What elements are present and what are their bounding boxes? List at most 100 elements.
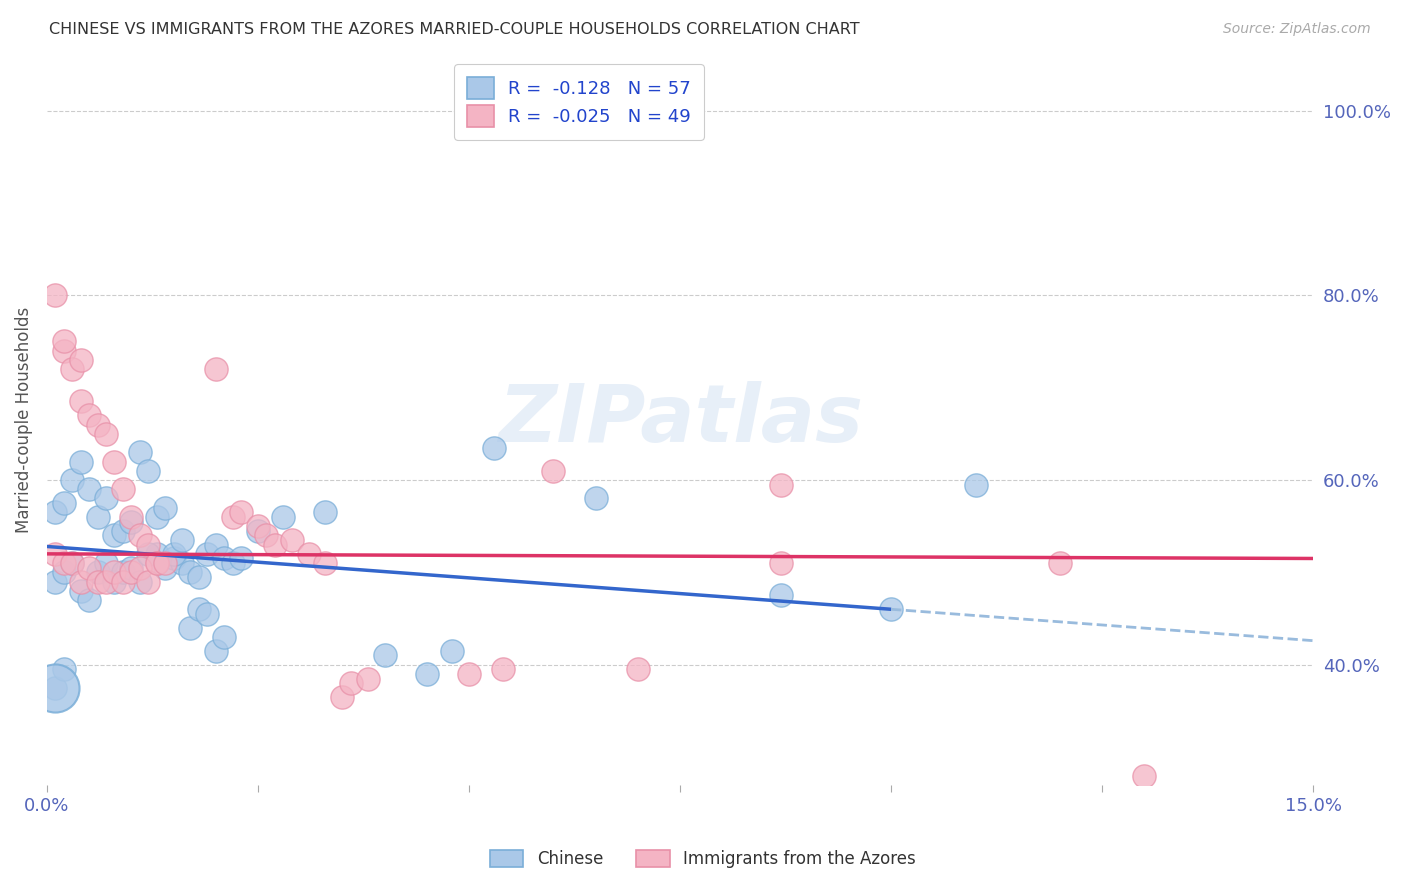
Point xyxy=(1049,556,1071,570)
Point xyxy=(111,482,134,496)
Point xyxy=(103,574,125,589)
Point xyxy=(69,583,91,598)
Point xyxy=(441,644,464,658)
Point xyxy=(44,681,66,695)
Point xyxy=(965,477,987,491)
Point xyxy=(94,491,117,506)
Point xyxy=(770,477,793,491)
Point xyxy=(221,556,243,570)
Point xyxy=(69,454,91,468)
Point xyxy=(52,556,75,570)
Point xyxy=(111,566,134,580)
Point xyxy=(374,648,396,663)
Point xyxy=(246,524,269,538)
Point xyxy=(128,574,150,589)
Point xyxy=(103,528,125,542)
Point xyxy=(195,547,218,561)
Point xyxy=(111,574,134,589)
Point xyxy=(44,505,66,519)
Point xyxy=(86,417,108,432)
Point xyxy=(60,556,83,570)
Point xyxy=(543,464,565,478)
Point xyxy=(416,667,439,681)
Point xyxy=(770,556,793,570)
Point xyxy=(254,528,277,542)
Point xyxy=(162,551,184,566)
Point xyxy=(60,556,83,570)
Point xyxy=(297,547,319,561)
Point xyxy=(627,662,650,676)
Point xyxy=(153,556,176,570)
Point xyxy=(52,343,75,358)
Point xyxy=(484,441,506,455)
Point xyxy=(103,454,125,468)
Point xyxy=(170,556,193,570)
Point xyxy=(120,560,142,574)
Point xyxy=(585,491,607,506)
Point xyxy=(153,500,176,515)
Point xyxy=(77,593,100,607)
Point xyxy=(271,510,294,524)
Point xyxy=(145,556,167,570)
Point xyxy=(136,547,159,561)
Point xyxy=(52,566,75,580)
Point xyxy=(170,533,193,547)
Point xyxy=(280,533,302,547)
Point xyxy=(162,547,184,561)
Point xyxy=(315,556,337,570)
Point xyxy=(179,621,201,635)
Point xyxy=(204,644,226,658)
Point xyxy=(52,496,75,510)
Text: Source: ZipAtlas.com: Source: ZipAtlas.com xyxy=(1223,22,1371,37)
Point xyxy=(332,690,354,704)
Point xyxy=(880,602,903,616)
Point xyxy=(103,566,125,580)
Point xyxy=(111,524,134,538)
Point xyxy=(195,607,218,621)
Point xyxy=(204,538,226,552)
Point xyxy=(94,574,117,589)
Point xyxy=(60,362,83,376)
Point xyxy=(1133,768,1156,782)
Point xyxy=(60,473,83,487)
Point xyxy=(136,574,159,589)
Point xyxy=(77,409,100,423)
Legend: R =  -0.128   N = 57, R =  -0.025   N = 49: R = -0.128 N = 57, R = -0.025 N = 49 xyxy=(454,64,703,140)
Point xyxy=(120,515,142,529)
Point xyxy=(69,352,91,367)
Point xyxy=(179,566,201,580)
Point xyxy=(94,556,117,570)
Point xyxy=(246,519,269,533)
Point xyxy=(128,528,150,542)
Point xyxy=(128,445,150,459)
Point xyxy=(187,570,209,584)
Point xyxy=(204,362,226,376)
Point xyxy=(340,676,363,690)
Point xyxy=(492,662,515,676)
Point xyxy=(145,556,167,570)
Point xyxy=(44,681,66,695)
Point xyxy=(136,538,159,552)
Point xyxy=(44,288,66,302)
Y-axis label: Married-couple Households: Married-couple Households xyxy=(15,307,32,533)
Point xyxy=(120,510,142,524)
Point xyxy=(145,510,167,524)
Point xyxy=(770,589,793,603)
Text: CHINESE VS IMMIGRANTS FROM THE AZORES MARRIED-COUPLE HOUSEHOLDS CORRELATION CHAR: CHINESE VS IMMIGRANTS FROM THE AZORES MA… xyxy=(49,22,860,37)
Point xyxy=(86,510,108,524)
Point xyxy=(44,547,66,561)
Point xyxy=(86,566,108,580)
Point xyxy=(77,482,100,496)
Point xyxy=(229,551,252,566)
Point xyxy=(458,667,481,681)
Point xyxy=(52,662,75,676)
Point xyxy=(120,566,142,580)
Point xyxy=(77,560,100,574)
Text: ZIPatlas: ZIPatlas xyxy=(498,381,863,459)
Point xyxy=(212,551,235,566)
Point xyxy=(128,560,150,574)
Point xyxy=(315,505,337,519)
Point xyxy=(229,505,252,519)
Point xyxy=(69,394,91,409)
Point xyxy=(153,560,176,574)
